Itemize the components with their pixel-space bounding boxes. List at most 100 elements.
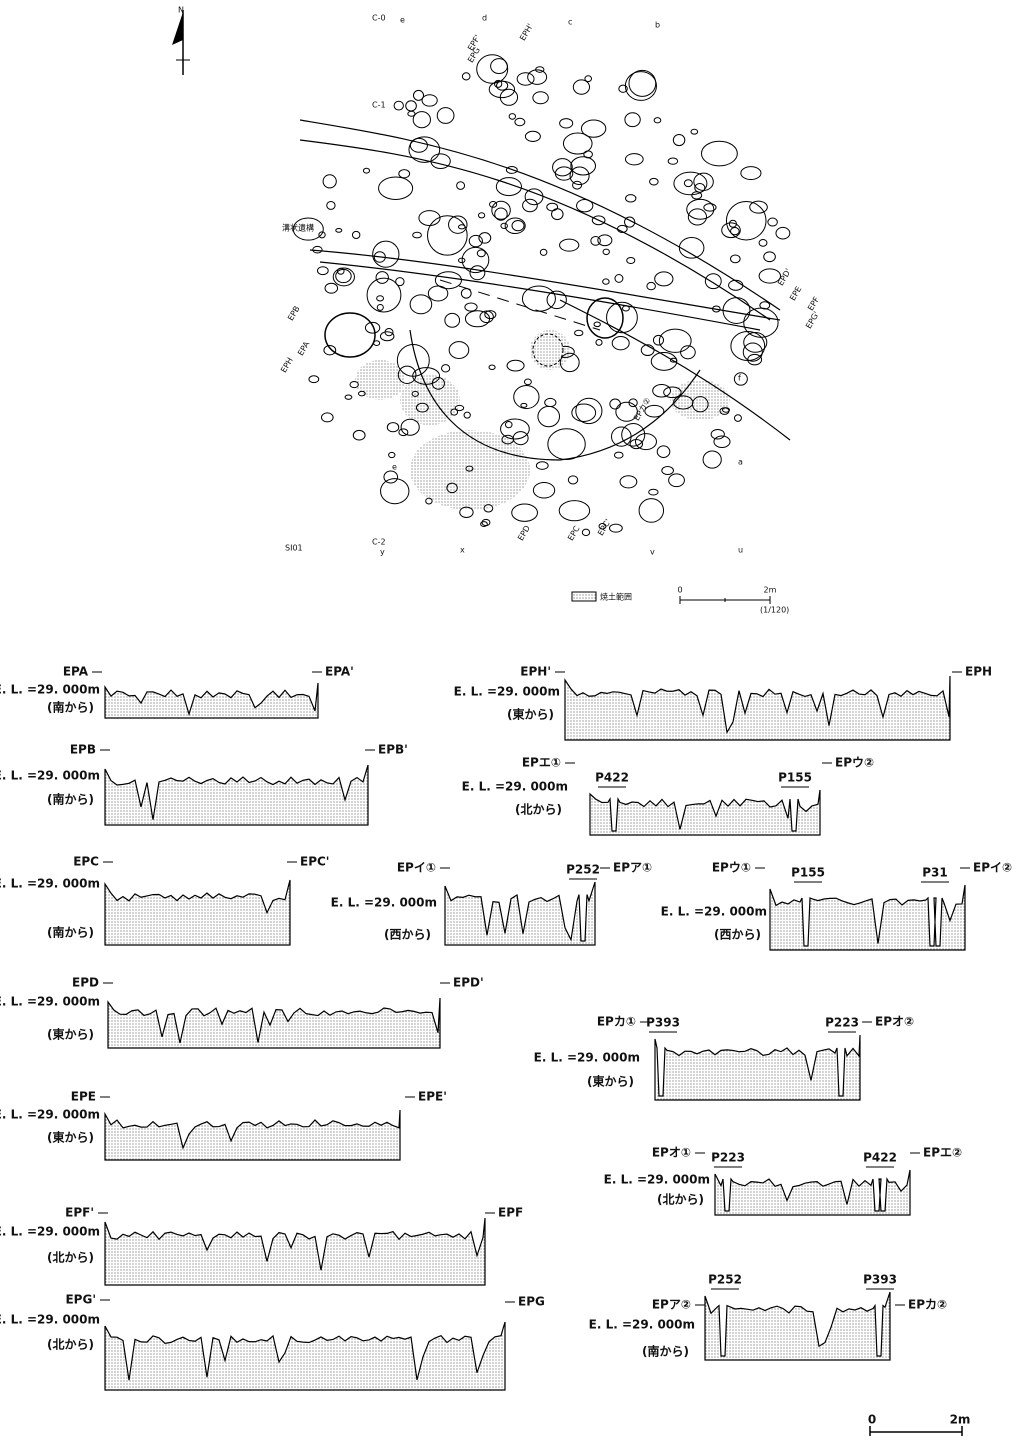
section-line-label: EPカ② (632, 396, 652, 422)
large-pit (587, 298, 623, 338)
pit-label: P422 (863, 1151, 897, 1165)
grid-label: C-1 (372, 101, 386, 110)
stone (321, 413, 333, 422)
elevation: E. L. =29. 000m (0, 769, 100, 783)
stone (479, 233, 491, 243)
stone (639, 499, 663, 523)
stone (482, 519, 490, 525)
direction: (北から) (47, 1250, 94, 1265)
section-profile: EPCEPC'E. L. =29. 000m(南から) (0, 855, 329, 946)
stone (437, 108, 454, 124)
elevation: E. L. =29. 000m (0, 1313, 100, 1327)
feature-label: 溝状遺構 (282, 223, 314, 233)
section-line-label: EPA (296, 339, 311, 357)
stone (538, 406, 560, 426)
north-arrow (172, 10, 190, 75)
trench-line (310, 250, 780, 320)
stone (524, 379, 531, 385)
stone (594, 322, 600, 327)
section-line-label: EPD (516, 524, 532, 542)
stone (533, 92, 548, 104)
section-profile: EPG'EPGE. L. =29. 000m(北から) (0, 1293, 545, 1391)
stone (406, 101, 417, 111)
section-end: EPア① (613, 861, 652, 875)
stone (505, 218, 525, 234)
stone (336, 229, 342, 233)
stone (413, 90, 423, 100)
trench-line (560, 300, 790, 440)
stone (525, 189, 543, 205)
section-profile: EPカ①EPオ②E. L. =29. 000m(東から)P393P223 (534, 1015, 915, 1101)
stone (635, 434, 656, 450)
section-start: EPB (70, 743, 96, 757)
section-end: EPC' (300, 855, 329, 869)
grid-point: e (392, 463, 397, 472)
stone (523, 199, 538, 212)
profile (565, 676, 950, 740)
stone (612, 336, 629, 349)
burnt-soil (355, 360, 405, 400)
section-end: EPエ② (923, 1146, 962, 1160)
pit-label: P422 (595, 771, 629, 785)
stone (428, 286, 447, 301)
figure: NC-0C-1C-2SI01溝状遺構EPH'EPF'EPGEPHEPカ②EPDE… (0, 0, 1028, 1445)
stone (377, 296, 384, 301)
stone (669, 474, 685, 487)
pit-label: P393 (646, 1016, 680, 1030)
stone (610, 399, 621, 409)
stone (380, 332, 394, 341)
stone (711, 430, 724, 439)
stone (768, 218, 778, 226)
stone (492, 201, 510, 219)
elevation: E. L. =29. 000m (454, 685, 560, 699)
trench-line (300, 120, 780, 310)
pit-label: P155 (791, 866, 825, 880)
stone (607, 302, 638, 332)
elevation: E. L. =29. 000m (0, 995, 100, 1009)
section-line-label: EPG' (804, 310, 821, 330)
profile (590, 790, 820, 835)
elevation: E. L. =29. 000m (0, 877, 100, 891)
stone (377, 304, 383, 310)
stone (776, 227, 790, 239)
profile (108, 998, 440, 1048)
stone (573, 181, 582, 189)
stone (399, 170, 410, 178)
scale-label: 0 (677, 586, 682, 595)
stone (591, 236, 601, 245)
section-start: EPD (72, 976, 99, 990)
section-profile: EPウ①EPイ②E. L. =29. 000m(西から)P155P31 (661, 861, 1013, 951)
trench-line (300, 140, 770, 320)
stone (514, 385, 539, 408)
stone (731, 255, 741, 263)
grid-point: d (482, 14, 487, 23)
stone (576, 398, 602, 423)
pit-label: P223 (711, 1151, 745, 1165)
direction: (南から) (47, 925, 94, 940)
stone (309, 376, 319, 383)
stone (442, 365, 450, 372)
elevation: E. L. =29. 000m (0, 683, 100, 697)
elevation: E. L. =29. 000m (0, 1225, 100, 1239)
stone (625, 113, 640, 127)
stone (540, 249, 547, 255)
stone (449, 342, 469, 359)
stone (750, 201, 768, 213)
stone (489, 365, 495, 369)
stone (649, 489, 658, 495)
stone (352, 231, 359, 238)
profile (705, 1292, 890, 1360)
stone (363, 168, 369, 173)
stone (317, 267, 328, 275)
profile (105, 880, 290, 945)
stone (495, 208, 507, 220)
stone (659, 329, 691, 352)
stone (462, 73, 470, 80)
elevation: E. L. =29. 000m (534, 1051, 640, 1065)
scale-bar (870, 1426, 962, 1436)
stone (582, 529, 589, 535)
stone (409, 137, 440, 163)
section-end: EPF (498, 1206, 523, 1220)
